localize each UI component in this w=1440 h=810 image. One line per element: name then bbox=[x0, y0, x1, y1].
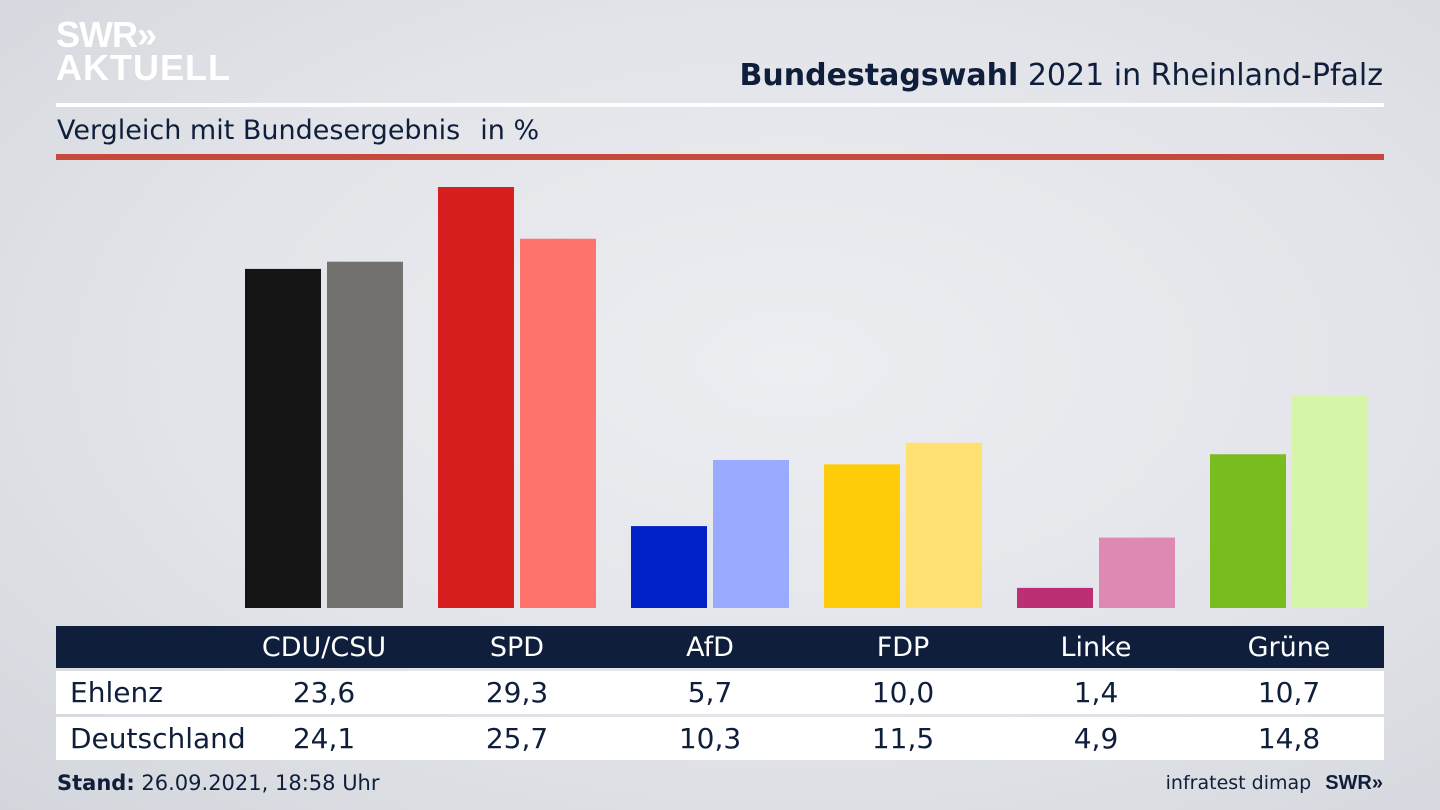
source-text: infratest dimap bbox=[1165, 772, 1312, 794]
bar-deutschland-afd bbox=[713, 460, 789, 608]
table-cell: 10,7 bbox=[1257, 676, 1321, 709]
column-header: CDU/CSU bbox=[261, 631, 387, 663]
column-header: FDP bbox=[876, 631, 930, 663]
page-title: Bundestagswahl 2021 in Rheinland-Pfalz bbox=[740, 58, 1383, 93]
column-header: SPD bbox=[489, 631, 545, 663]
row-label: Ehlenz bbox=[70, 676, 163, 709]
swr-aktuell-logo: SWR» AKTUELL bbox=[56, 14, 231, 88]
results-table: CDU/CSU SPD AfD FDP Linke Grüne Ehlenz 23,6 29… bbox=[56, 626, 1384, 760]
bar-ehlenz-spd bbox=[438, 187, 514, 608]
row-label: Deutschland bbox=[70, 722, 246, 755]
bar-ehlenz-gr-ne bbox=[1210, 454, 1286, 608]
column-header: Linke bbox=[1060, 631, 1132, 663]
accent-divider bbox=[56, 154, 1384, 160]
bar-deutschland-gr-ne bbox=[1292, 395, 1368, 608]
table-cell: 25,7 bbox=[485, 722, 549, 755]
subtitle-unit: in % bbox=[480, 115, 540, 146]
table-cell: 11,5 bbox=[871, 722, 935, 755]
table-cell: 23,6 bbox=[292, 676, 356, 709]
table-row: Ehlenz 23,6 29,3 5,7 10,0 1,4 10,7 bbox=[56, 671, 1384, 714]
title-divider bbox=[56, 103, 1384, 107]
table-header: CDU/CSU SPD AfD FDP Linke Grüne bbox=[56, 626, 1384, 668]
timestamp: Stand: 26.09.2021, 18:58 Uhr bbox=[57, 771, 380, 795]
bar-ehlenz-cdu-csu bbox=[245, 268, 321, 608]
source-credit: infratest dimap SWR» bbox=[1166, 772, 1383, 795]
table-cell: 10,3 bbox=[678, 722, 742, 755]
table-cell: 14,8 bbox=[1257, 722, 1321, 755]
bar-ehlenz-linke bbox=[1017, 587, 1093, 608]
bar-ehlenz-afd bbox=[631, 526, 707, 608]
table-row: Deutschland 24,1 25,7 10,3 11,5 4,9 14,8 bbox=[56, 717, 1384, 760]
logo-line-1: SWR» bbox=[56, 14, 157, 55]
table-cell: 1,4 bbox=[1073, 676, 1119, 709]
swr-logo: SWR» bbox=[1325, 772, 1383, 794]
table-cell: 4,9 bbox=[1073, 722, 1119, 755]
logo-line-2: AKTUELL bbox=[56, 47, 231, 88]
chart-subtitle: Vergleich mit Bundesergebnis in % bbox=[57, 115, 539, 146]
stand-label: Stand: bbox=[57, 771, 135, 795]
column-header: AfD bbox=[686, 631, 734, 663]
title-rest: 2021 in Rheinland-Pfalz bbox=[1027, 58, 1383, 93]
column-header: Grüne bbox=[1247, 631, 1331, 663]
bar-deutschland-fdp bbox=[906, 442, 982, 608]
bar-deutschland-linke bbox=[1099, 537, 1175, 608]
title-bold: Bundestagswahl bbox=[739, 58, 1019, 93]
table-cell: 24,1 bbox=[292, 722, 356, 755]
table-cell: 5,7 bbox=[687, 676, 733, 709]
bar-deutschland-spd bbox=[520, 238, 596, 608]
bar-deutschland-cdu-csu bbox=[327, 261, 403, 608]
table-cell: 10,0 bbox=[871, 676, 935, 709]
bar-ehlenz-fdp bbox=[824, 464, 900, 608]
stand-value: 26.09.2021, 18:58 Uhr bbox=[141, 771, 380, 795]
subtitle-text: Vergleich mit Bundesergebnis bbox=[57, 115, 461, 146]
table-cell: 29,3 bbox=[485, 676, 549, 709]
